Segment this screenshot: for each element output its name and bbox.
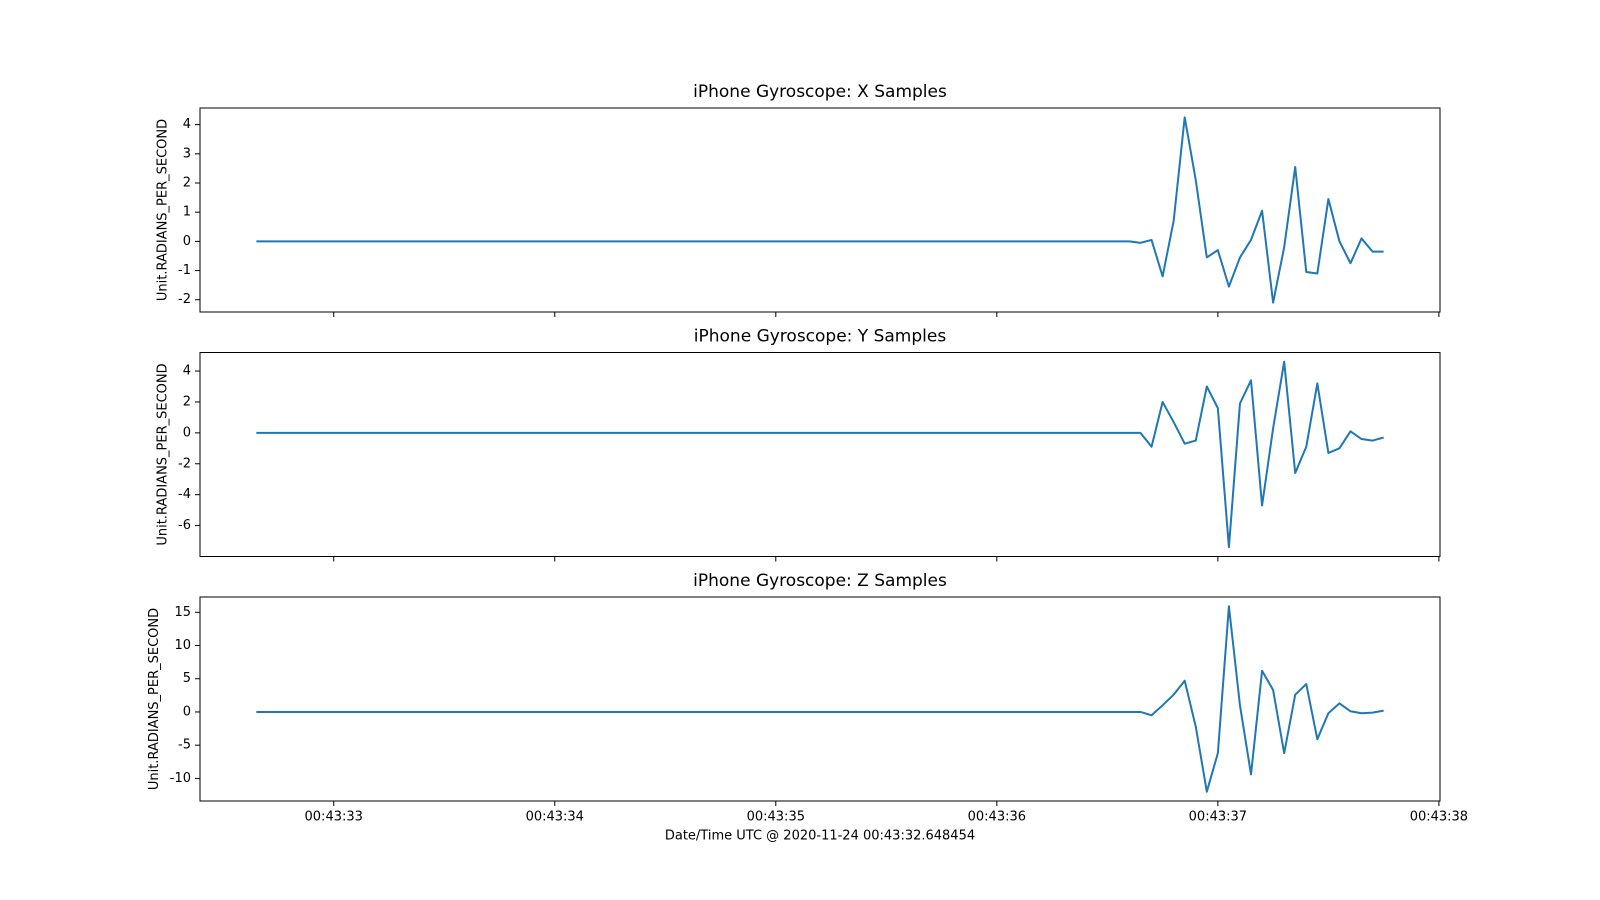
x-tick-label: 00:43:35 bbox=[747, 810, 805, 825]
y-tick-label: 0 bbox=[183, 234, 191, 249]
axes-frame bbox=[199, 352, 1441, 557]
subplot-title: iPhone Gyroscope: X Samples bbox=[693, 82, 947, 102]
y-tick-label: -4 bbox=[178, 487, 191, 502]
y-tick-label: 0 bbox=[183, 704, 191, 719]
axes-frame bbox=[199, 596, 1441, 802]
y-tick-label: 5 bbox=[183, 671, 191, 686]
subplot-title: iPhone Gyroscope: Z Samples bbox=[693, 571, 947, 591]
y-tick-label: -1 bbox=[178, 263, 191, 278]
x-tick-label: 00:43:36 bbox=[968, 810, 1026, 825]
y-axis-label: Unit.RADIANS_PER_SECOND bbox=[156, 363, 171, 545]
data-line bbox=[256, 605, 1384, 793]
y-tick-label: 2 bbox=[183, 394, 191, 409]
x-axis-label: Date/Time UTC @ 2020-11-24 00:43:32.6484… bbox=[665, 829, 975, 844]
y-tick-label: 2 bbox=[183, 176, 191, 191]
y-tick-label: 4 bbox=[183, 117, 191, 132]
x-tick-label: 00:43:34 bbox=[526, 810, 584, 825]
subplot-title: iPhone Gyroscope: Y Samples bbox=[694, 327, 947, 347]
y-tick-label: -2 bbox=[178, 456, 191, 471]
y-axis-label: Unit.RADIANS_PER_SECOND bbox=[156, 119, 171, 301]
y-tick-label: 1 bbox=[183, 205, 191, 220]
y-tick-label: 3 bbox=[183, 146, 191, 161]
x-tick-label: 00:43:37 bbox=[1189, 810, 1247, 825]
y-tick-label: 4 bbox=[183, 364, 191, 379]
data-line bbox=[256, 360, 1384, 549]
y-tick-label: -5 bbox=[178, 738, 191, 753]
axes-frame bbox=[199, 107, 1441, 313]
y-tick-label: 15 bbox=[174, 605, 191, 620]
y-tick-label: -2 bbox=[178, 292, 191, 307]
y-tick-label: -6 bbox=[178, 518, 191, 533]
y-tick-label: 10 bbox=[174, 638, 191, 653]
data-line bbox=[256, 116, 1384, 304]
y-tick-label: 0 bbox=[183, 425, 191, 440]
x-tick-label: 00:43:33 bbox=[305, 810, 363, 825]
y-axis-label: Unit.RADIANS_PER_SECOND bbox=[147, 608, 162, 790]
y-tick-label: -10 bbox=[170, 771, 191, 786]
x-tick-label: 00:43:38 bbox=[1410, 810, 1468, 825]
